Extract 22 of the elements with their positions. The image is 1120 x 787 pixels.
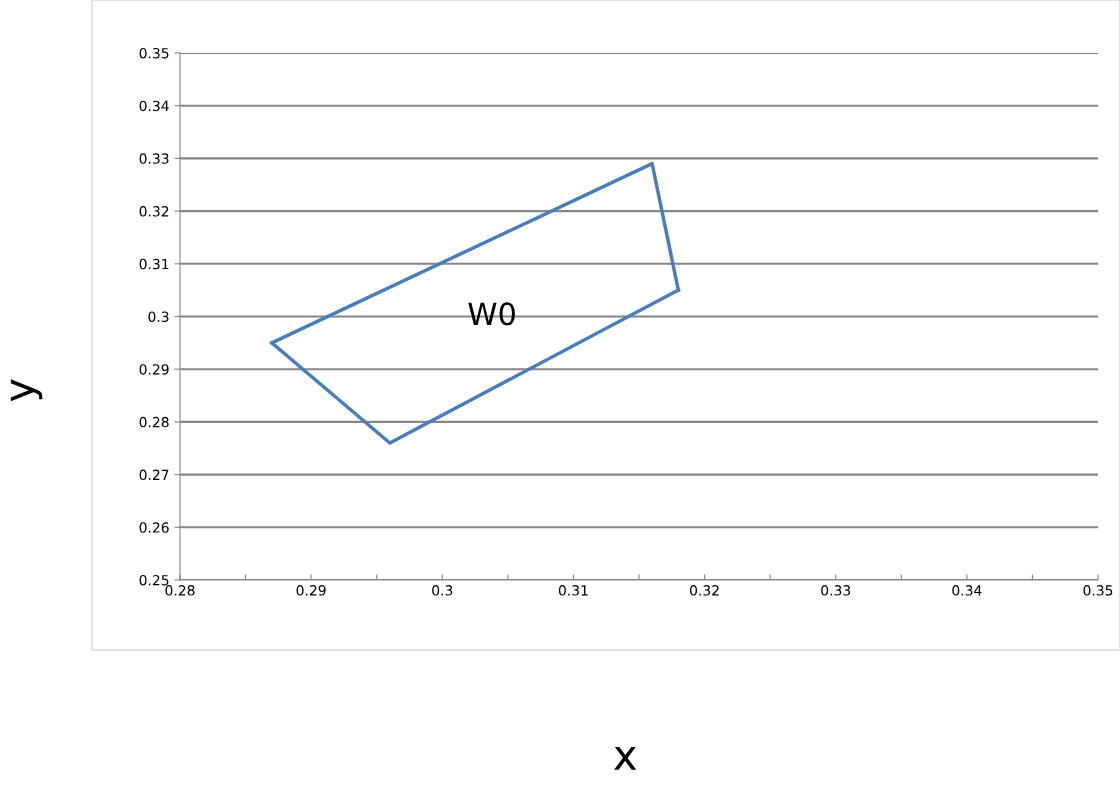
x-tick-label: 0.31 bbox=[558, 585, 588, 596]
y-tick-label: 0.29 bbox=[139, 364, 169, 375]
x-tick-label: 0.35 bbox=[1083, 585, 1113, 596]
y-tick-label: 0.33 bbox=[139, 153, 169, 164]
x-tick-label: 0.3 bbox=[432, 585, 453, 596]
x-tick-label: 0.29 bbox=[296, 585, 326, 596]
y-tick-label: 0.34 bbox=[139, 100, 169, 112]
y-tick-label: 0.26 bbox=[139, 522, 169, 533]
x-tick-label: 0.32 bbox=[690, 585, 719, 596]
y-tick-label: 0.25 bbox=[139, 574, 169, 586]
y-tick-label: 0.35 bbox=[139, 47, 169, 59]
x-tick-label: 0.28 bbox=[165, 585, 195, 596]
y-tick-label: 0.3 bbox=[148, 311, 169, 322]
y-tick-label: 0.28 bbox=[139, 416, 169, 428]
x-tick-label: 0.33 bbox=[821, 585, 851, 596]
x-tick-label: 0.34 bbox=[952, 585, 982, 596]
y-tick-label: 0.32 bbox=[139, 206, 169, 217]
y-tick-label: 0.27 bbox=[139, 469, 169, 481]
annotation: W0 bbox=[468, 302, 515, 326]
x-axis-title: x bbox=[614, 746, 637, 770]
y-axis-title: y bbox=[10, 379, 43, 402]
y-tick-label: 0.31 bbox=[139, 258, 169, 270]
